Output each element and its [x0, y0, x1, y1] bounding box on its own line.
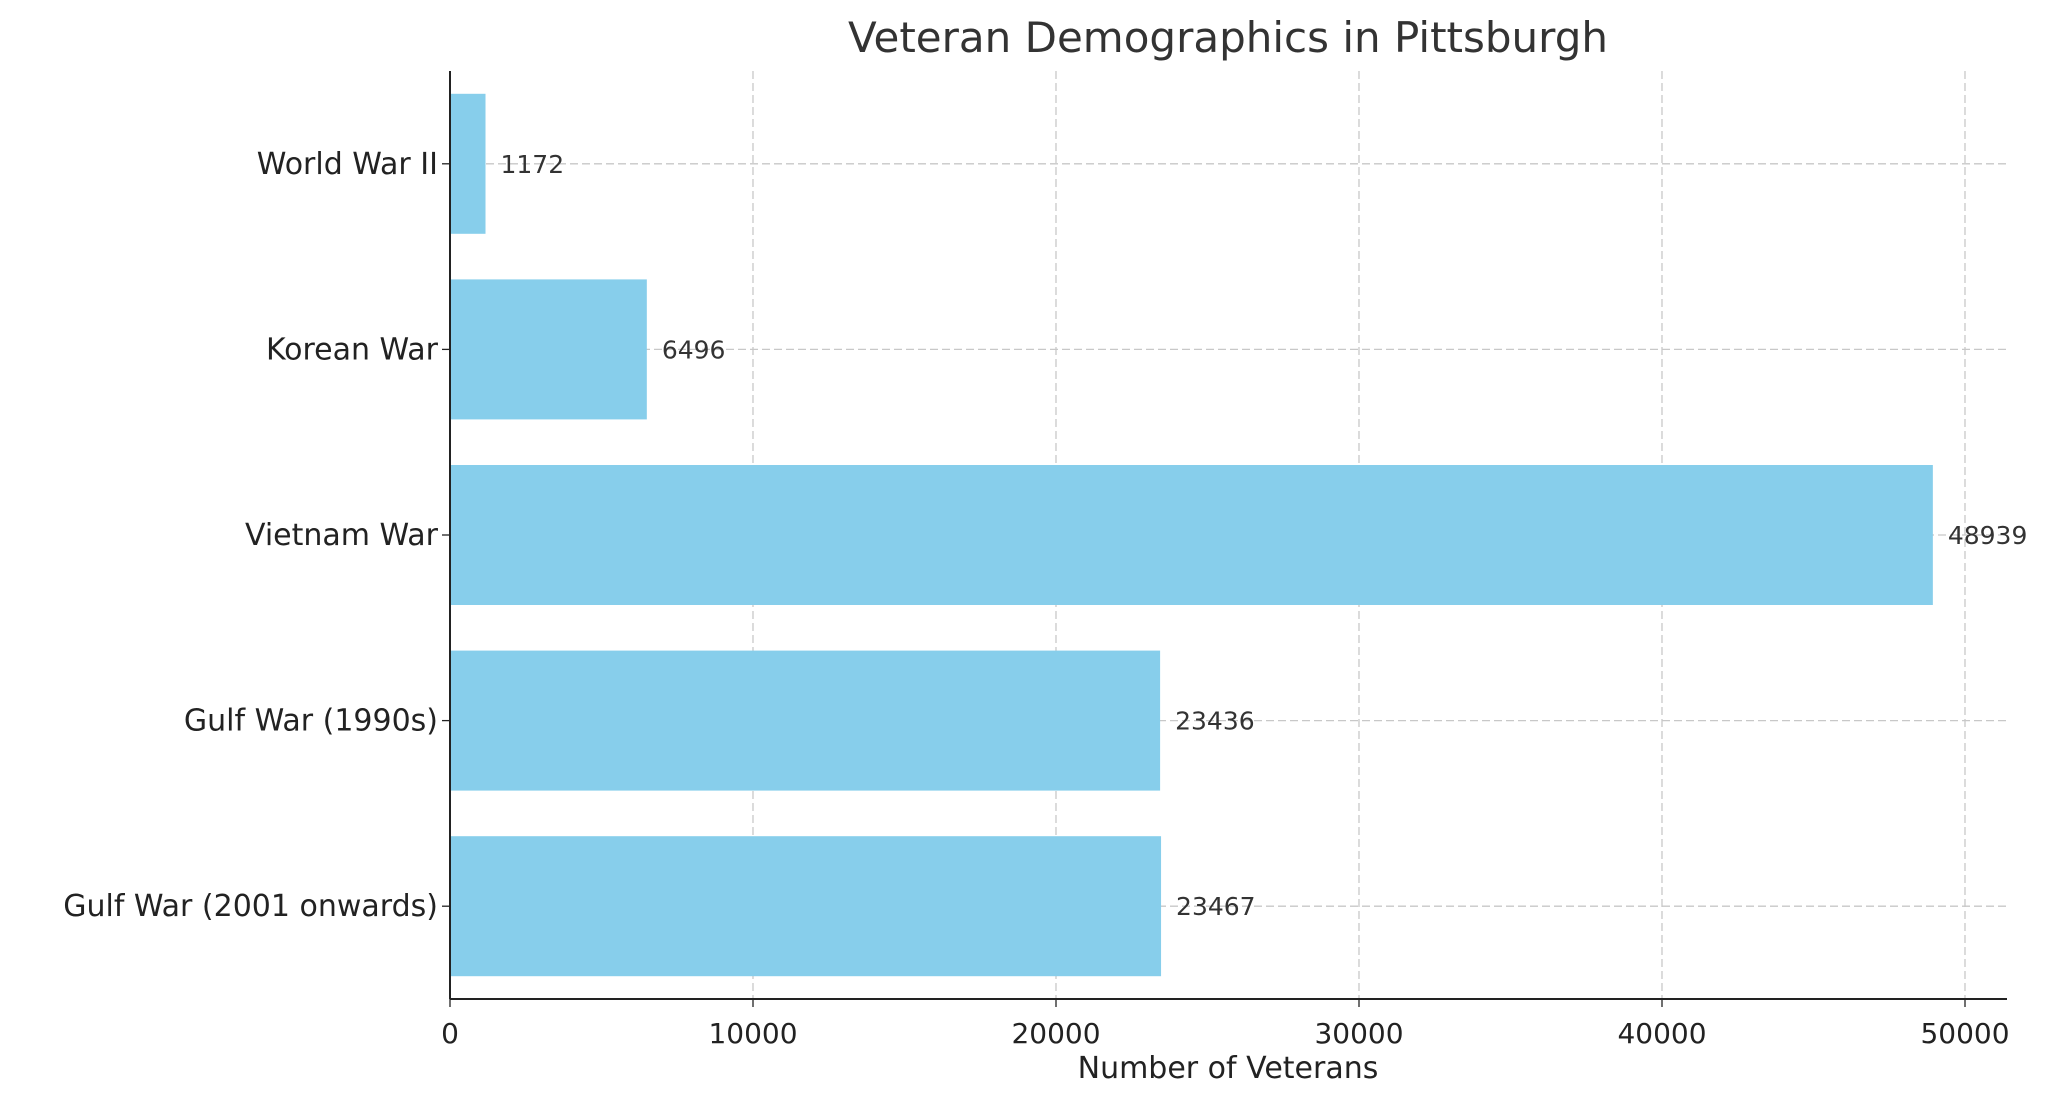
data-label: 23436: [1175, 707, 1255, 736]
data-label: 48939: [1948, 521, 2028, 550]
bar: [450, 465, 1933, 605]
x-tick-label: 20000: [1011, 1017, 1100, 1050]
x-tick-label: 30000: [1314, 1017, 1403, 1050]
data-label: 6496: [662, 335, 726, 364]
axes: 0 10000 20000 30000 40000 50000 World War II Ko…: [63, 71, 2010, 1050]
bar: [450, 650, 1161, 791]
y-tick-label: Vietnam War: [245, 518, 439, 553]
bars: 1172 6496 48939 23436 23467: [450, 93, 2028, 977]
data-label: 23467: [1176, 892, 1256, 921]
bar: [450, 279, 647, 420]
y-tick-label: World War II: [257, 147, 438, 182]
x-tick-label: 40000: [1617, 1017, 1706, 1050]
x-tick-label: 0: [441, 1017, 459, 1050]
x-tick-label: 10000: [708, 1017, 797, 1050]
bar: [450, 836, 1162, 977]
data-label: 1172: [501, 150, 565, 179]
y-tick-label: Gulf War (1990s): [184, 704, 438, 739]
x-tick-label: 50000: [1920, 1017, 2009, 1050]
chart-title: Veteran Demographics in Pittsburgh: [848, 13, 1608, 62]
y-tick-label: Korean War: [266, 332, 439, 367]
bar: [450, 93, 486, 234]
x-axis-label: Number of Veterans: [1078, 1051, 1379, 1086]
y-tick-label: Gulf War (2001 onwards): [63, 889, 438, 924]
